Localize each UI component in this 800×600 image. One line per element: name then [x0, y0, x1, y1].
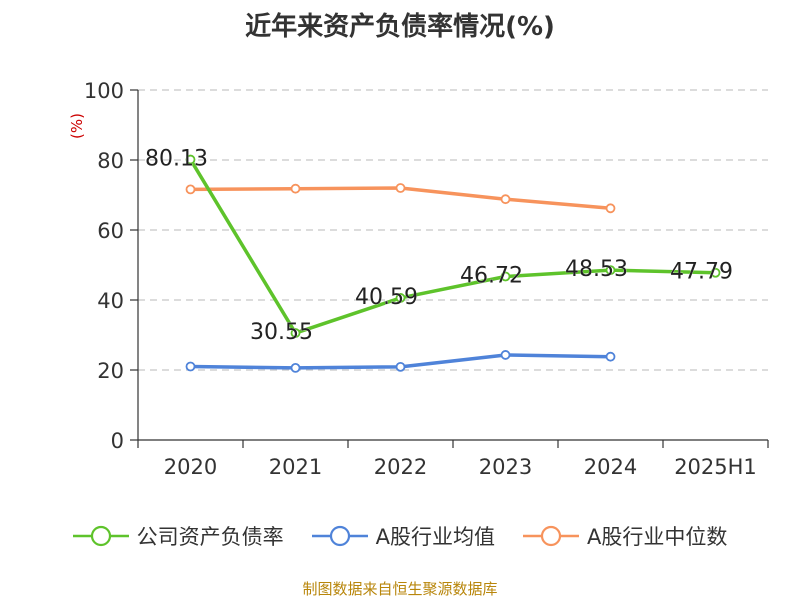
x-tick-label-2025H1: 2025H1	[674, 455, 757, 479]
data-point-1-2022	[395, 361, 406, 372]
data-point-1-2024	[605, 351, 616, 362]
data-point-2-2024	[605, 203, 616, 214]
data-point-0-2022	[395, 293, 406, 303]
data-source-note: 制图数据来自恒生聚源数据库	[302, 580, 498, 598]
data-label-2020: 80.13	[145, 147, 208, 172]
x-tick-label-2023: 2023	[479, 455, 532, 479]
y-tick-label-0: 0	[111, 429, 124, 453]
legend-item-0: 公司资产负债率	[72, 521, 284, 551]
y-tick-label-40: 40	[97, 289, 124, 313]
chart-legend: 公司资产负债率 A股行业均值 A股行业中位数	[0, 518, 800, 554]
data-point-2-2022	[395, 183, 406, 193]
data-point-0-2023	[500, 271, 511, 282]
data-point-2-2020	[185, 184, 196, 195]
data-label-2025H1: 47.79	[670, 260, 733, 285]
legend-swatch-icon	[311, 525, 368, 547]
data-point-1-2020	[185, 361, 196, 372]
data-point-0-2021	[290, 328, 301, 338]
x-tick-label-2021: 2021	[269, 455, 322, 479]
data-point-0-2020	[185, 154, 196, 165]
data-point-0-2024	[605, 265, 616, 276]
legend-item-2: A股行业中位数	[523, 521, 727, 551]
x-tick-label-2024: 2024	[584, 455, 637, 479]
x-tick-label-2020: 2020	[164, 455, 217, 479]
data-point-1-2021	[290, 362, 301, 373]
y-axis-unit: (%)	[68, 113, 86, 139]
data-label-2021: 30.55	[250, 320, 313, 345]
legend-label: 公司资产负债率	[136, 525, 284, 549]
series-line-0	[189, 158, 716, 335]
y-tick-label-100: 100	[84, 79, 124, 103]
data-point-1-2023	[500, 350, 511, 360]
x-tick-label-2022: 2022	[374, 455, 427, 479]
line-chart: 0 20 40 60 80 100 (%) 2020 2021 2022 2023 2024 2025H…	[68, 79, 769, 479]
y-tick-label-80: 80	[97, 149, 124, 173]
data-point-2-2021	[290, 183, 301, 194]
data-label-2023: 46.72	[460, 263, 523, 288]
legend-label: A股行业中位数	[587, 525, 728, 549]
legend-swatch-icon	[523, 525, 579, 547]
data-label-2022: 40.59	[355, 285, 418, 310]
data-point-0-2025H1	[710, 267, 721, 278]
legend-swatch-icon	[72, 525, 129, 547]
chart-title: 近年来资产负债率情况(%)	[245, 12, 555, 42]
y-tick-label-60: 60	[97, 219, 124, 243]
legend-label: A股行业均值	[375, 525, 495, 549]
data-point-2-2023	[500, 194, 511, 205]
legend-item-1: A股行业均值	[311, 521, 495, 551]
data-label-2024: 48.53	[565, 257, 628, 282]
y-tick-label-20: 20	[97, 359, 124, 383]
